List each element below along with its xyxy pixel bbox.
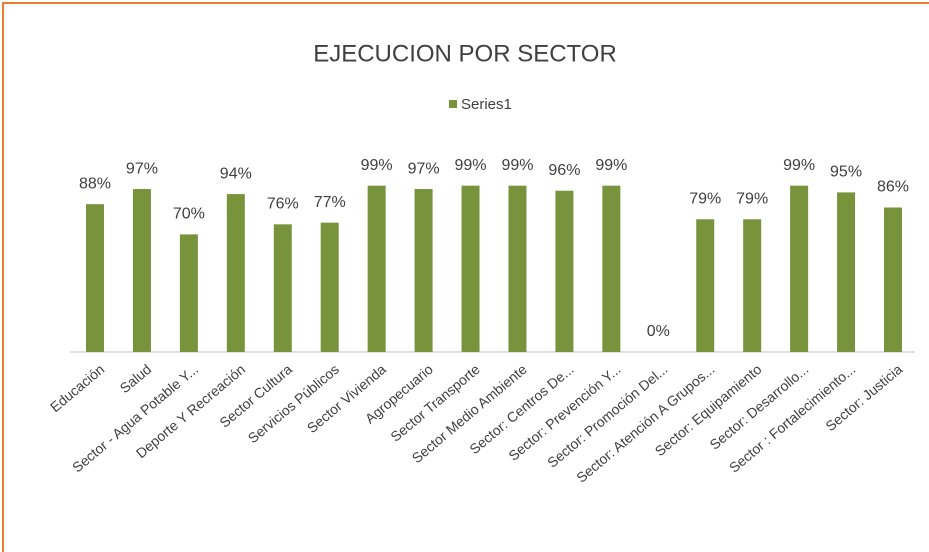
value-label: 86%: [877, 179, 909, 196]
value-label: 79%: [736, 190, 768, 207]
value-label: 99%: [783, 157, 815, 174]
legend-label: Series1: [461, 96, 512, 113]
value-label: 99%: [361, 157, 393, 174]
value-label: 76%: [267, 196, 299, 213]
bar: [415, 189, 433, 352]
bar: [837, 192, 855, 352]
chart: EJECUCION POR SECTOR Series1 88% Educación…: [0, 0, 929, 552]
value-label: 97%: [408, 160, 440, 177]
value-label: 99%: [595, 157, 627, 174]
value-label: 79%: [689, 190, 721, 207]
bar: [555, 191, 573, 352]
value-label: 0%: [647, 323, 670, 340]
value-label: 95%: [830, 164, 862, 181]
legend-swatch: [449, 100, 457, 108]
bar: [368, 186, 386, 352]
bar: [227, 194, 245, 352]
chart-title: EJECUCION POR SECTOR: [313, 40, 617, 67]
bar: [508, 186, 526, 352]
bar: [274, 224, 292, 352]
value-label: 77%: [314, 194, 346, 211]
x-tick-label: Educación: [47, 361, 107, 415]
value-label: 97%: [126, 160, 158, 177]
bar: [602, 186, 620, 352]
bar: [180, 234, 198, 352]
x-tick-label: Sector Vivienda: [304, 361, 389, 436]
value-label: 99%: [501, 157, 533, 174]
bar: [884, 208, 902, 352]
x-tick-label: Salud: [117, 361, 155, 396]
bar: [743, 219, 761, 352]
bar: [462, 186, 480, 352]
value-label: 96%: [548, 162, 580, 179]
value-label: 99%: [455, 157, 487, 174]
value-label: 88%: [79, 175, 111, 192]
value-label: 70%: [173, 206, 205, 223]
bar: [133, 189, 151, 352]
bar: [790, 186, 808, 352]
bar: [321, 223, 339, 352]
value-label: 94%: [220, 165, 252, 182]
bar: [696, 219, 714, 352]
bar: [86, 204, 104, 352]
